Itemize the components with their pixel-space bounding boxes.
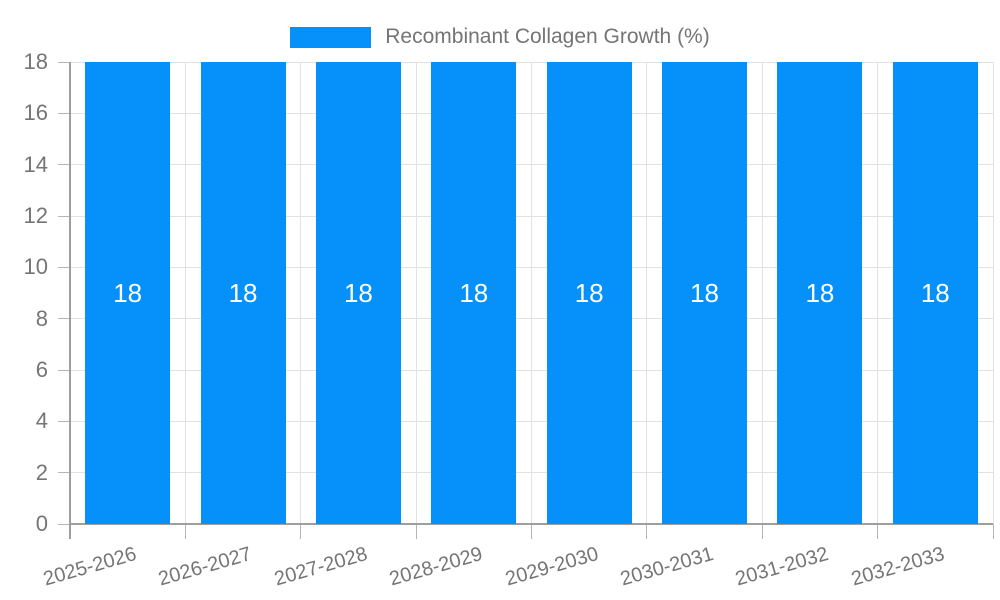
y-axis-tick-label: 18 bbox=[23, 49, 48, 74]
x-axis-tick-label: 2026-2027 bbox=[156, 542, 255, 591]
x-gridline bbox=[531, 62, 532, 524]
bar-value-label: 18 bbox=[113, 278, 143, 308]
y-axis-tick-label: 4 bbox=[35, 408, 48, 434]
y-axis-tick-label: 10 bbox=[23, 254, 48, 280]
bar-value-label: 18 bbox=[228, 278, 258, 308]
y-tick-mark bbox=[58, 112, 70, 114]
bar[interactable] bbox=[777, 62, 863, 524]
x-axis-tick-label: 2032-2033 bbox=[848, 542, 947, 591]
x-tick-mark bbox=[646, 524, 648, 539]
x-tick-mark bbox=[761, 524, 763, 539]
x-tick-mark bbox=[877, 524, 879, 539]
x-axis-tick-label: 2028-2029 bbox=[387, 542, 486, 591]
y-axis-tick-label: 14 bbox=[23, 151, 48, 177]
y-axis-tick-label: 0 bbox=[35, 511, 48, 536]
y-axis-tick-label: 16 bbox=[23, 100, 48, 126]
y-tick-mark bbox=[58, 215, 70, 217]
bar-value-label: 18 bbox=[343, 278, 373, 308]
y-axis-tick-label: 2 bbox=[35, 459, 48, 485]
bar[interactable] bbox=[662, 62, 748, 524]
x-tick-mark bbox=[415, 524, 417, 539]
y-tick-mark bbox=[58, 523, 70, 525]
bar[interactable] bbox=[892, 62, 978, 524]
legend[interactable]: Recombinant Collagen Growth (%) bbox=[0, 25, 1000, 49]
bar[interactable] bbox=[85, 62, 171, 524]
y-axis-tick-label: 12 bbox=[23, 203, 48, 228]
legend-swatch bbox=[290, 26, 372, 48]
y-tick-mark bbox=[58, 369, 70, 371]
x-tick-mark bbox=[531, 524, 532, 539]
bar-value-label: 18 bbox=[459, 278, 489, 308]
x-tick-mark bbox=[300, 524, 302, 539]
x-gridline bbox=[415, 62, 417, 524]
y-axis-line bbox=[69, 62, 71, 539]
bar[interactable] bbox=[200, 62, 286, 524]
x-gridline bbox=[992, 62, 994, 524]
y-tick-mark bbox=[58, 266, 70, 268]
x-tick-mark bbox=[992, 524, 994, 539]
x-axis-tick-label: 2027-2028 bbox=[271, 542, 370, 591]
x-tick-mark bbox=[184, 524, 186, 539]
x-axis-tick-label: 2029-2030 bbox=[502, 542, 601, 591]
bar-value-label: 18 bbox=[690, 278, 720, 308]
y-axis-tick-label: 6 bbox=[35, 357, 48, 382]
bar[interactable] bbox=[431, 62, 517, 524]
y-tick-mark bbox=[58, 472, 70, 474]
y-axis-tick-label: 8 bbox=[35, 305, 48, 331]
bar[interactable] bbox=[315, 62, 401, 524]
y-tick-mark bbox=[58, 61, 70, 63]
x-gridline bbox=[184, 62, 186, 524]
x-gridline bbox=[300, 62, 302, 524]
x-gridline bbox=[761, 62, 763, 524]
x-axis-tick-label: 2030-2031 bbox=[617, 542, 716, 591]
x-axis-tick-label: 2031-2032 bbox=[733, 542, 832, 591]
x-axis-tick-label: 2025-2026 bbox=[41, 542, 140, 591]
x-gridline bbox=[646, 62, 648, 524]
y-tick-mark bbox=[58, 164, 70, 166]
bar-value-label: 18 bbox=[920, 278, 950, 308]
x-gridline bbox=[877, 62, 879, 524]
bar[interactable] bbox=[546, 62, 632, 524]
legend-label: Recombinant Collagen Growth (%) bbox=[385, 25, 710, 48]
y-tick-mark bbox=[58, 420, 70, 422]
y-tick-mark bbox=[58, 318, 70, 320]
x-axis-line bbox=[70, 523, 993, 525]
bar-value-label: 18 bbox=[805, 278, 835, 308]
bar-value-label: 18 bbox=[574, 278, 604, 308]
